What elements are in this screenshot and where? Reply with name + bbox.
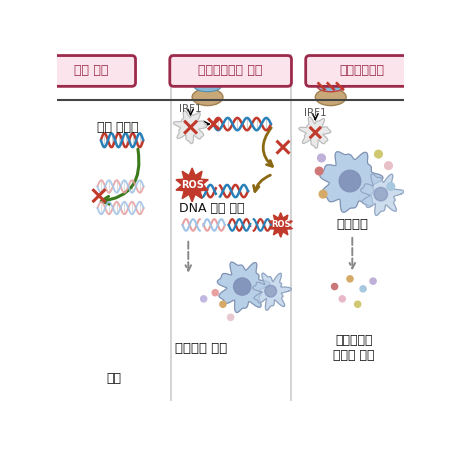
Circle shape <box>370 278 376 284</box>
Circle shape <box>339 296 345 302</box>
Polygon shape <box>176 168 208 202</box>
Polygon shape <box>252 273 291 310</box>
Circle shape <box>360 286 366 292</box>
Polygon shape <box>360 174 404 216</box>
Text: DNA 손상 축적: DNA 손상 축적 <box>179 202 244 215</box>
Circle shape <box>318 154 325 162</box>
Polygon shape <box>269 212 292 237</box>
Ellipse shape <box>194 81 221 92</box>
Text: 복구 유전자: 복구 유전자 <box>98 121 139 134</box>
Text: ROS: ROS <box>271 220 290 230</box>
Text: 세포노화 촉진: 세포노화 촉진 <box>175 342 228 355</box>
FancyBboxPatch shape <box>47 55 135 86</box>
Ellipse shape <box>315 89 346 106</box>
Circle shape <box>265 285 276 297</box>
Circle shape <box>374 150 382 158</box>
Text: ROS: ROS <box>181 180 203 190</box>
Polygon shape <box>299 117 331 148</box>
Circle shape <box>339 170 361 192</box>
FancyBboxPatch shape <box>306 55 417 86</box>
FancyBboxPatch shape <box>170 55 292 86</box>
Circle shape <box>347 276 353 282</box>
Circle shape <box>355 301 361 307</box>
Text: 정상: 정상 <box>107 373 122 386</box>
Text: 퇴행성관절염 연골: 퇴행성관절염 연골 <box>198 64 263 77</box>
Text: 퇴행성관절염: 퇴행성관절염 <box>339 64 384 77</box>
Circle shape <box>332 284 338 290</box>
Text: IRF1: IRF1 <box>304 108 327 117</box>
Circle shape <box>220 301 226 307</box>
Ellipse shape <box>315 66 347 88</box>
Ellipse shape <box>317 81 344 92</box>
Circle shape <box>374 187 387 201</box>
Circle shape <box>387 183 395 190</box>
Circle shape <box>385 162 392 170</box>
Circle shape <box>201 296 207 302</box>
Polygon shape <box>173 111 207 144</box>
Circle shape <box>319 190 327 198</box>
Ellipse shape <box>192 89 223 106</box>
Circle shape <box>212 290 218 296</box>
Polygon shape <box>217 262 270 312</box>
Polygon shape <box>320 152 383 212</box>
Circle shape <box>234 278 251 295</box>
Ellipse shape <box>191 66 224 88</box>
Circle shape <box>315 167 323 175</box>
Text: 세포노화로
퇴행성 촉진: 세포노화로 퇴행성 촉진 <box>333 334 374 362</box>
Circle shape <box>228 314 234 320</box>
Text: 정상 연골: 정상 연골 <box>74 64 108 77</box>
Text: 세포노화: 세포노화 <box>336 218 368 231</box>
Text: IRF1: IRF1 <box>179 104 202 114</box>
